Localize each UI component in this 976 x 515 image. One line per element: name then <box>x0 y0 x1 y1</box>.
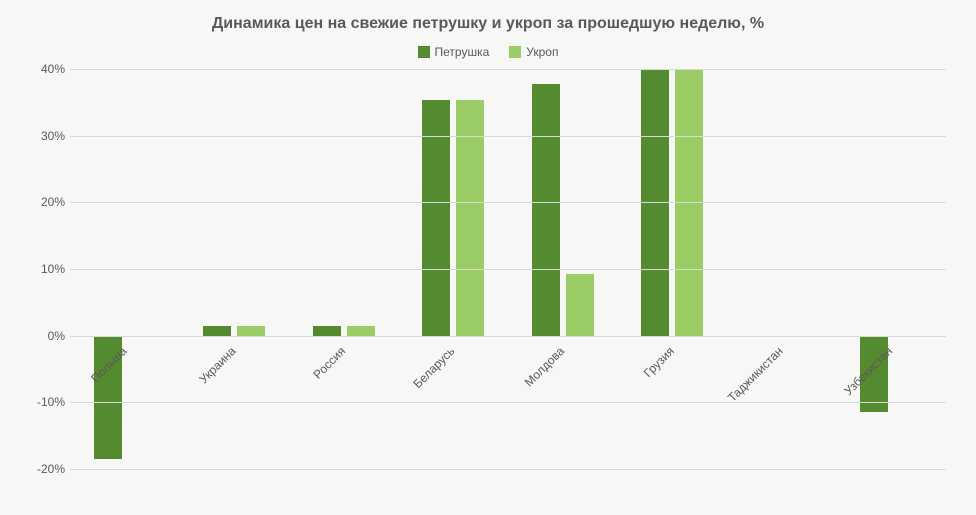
gridline <box>70 136 946 137</box>
chart-title: Динамика цен на свежие петрушку и укроп … <box>20 15 956 33</box>
x-axis-label: Грузия <box>641 344 677 380</box>
gridline <box>70 202 946 203</box>
y-tick-label: -20% <box>20 462 65 476</box>
chart-container: Динамика цен на свежие петрушку и укроп … <box>0 0 976 515</box>
plot-area: -20%-10%0%10%20%30%40% ПольшаУкраинаРосс… <box>70 69 946 469</box>
bar <box>313 326 341 336</box>
bar <box>566 274 594 335</box>
chart-legend: Петрушка Укроп <box>20 45 956 59</box>
bar <box>347 326 375 336</box>
bar <box>203 326 231 336</box>
gridline <box>70 469 946 470</box>
x-axis-label: Украина <box>196 344 238 386</box>
legend-item-1: Укроп <box>509 45 558 59</box>
y-tick-label: 20% <box>20 195 65 209</box>
legend-swatch-1 <box>509 46 521 58</box>
y-tick-label: 40% <box>20 62 65 76</box>
x-axis-label: Беларусь <box>411 344 458 391</box>
y-tick-label: 10% <box>20 262 65 276</box>
legend-item-0: Петрушка <box>418 45 490 59</box>
legend-label-1: Укроп <box>526 45 558 59</box>
x-axis-label: Таджикистан <box>726 344 787 405</box>
x-axis-label: Молдова <box>522 344 567 389</box>
bar <box>532 84 560 336</box>
bar <box>237 326 265 336</box>
y-axis: -20%-10%0%10%20%30%40% <box>20 69 70 469</box>
legend-swatch-0 <box>418 46 430 58</box>
y-tick-label: 0% <box>20 329 65 343</box>
gridline <box>70 402 946 403</box>
gridline <box>70 269 946 270</box>
gridline <box>70 336 946 337</box>
gridline <box>70 69 946 70</box>
y-tick-label: -10% <box>20 395 65 409</box>
x-axis-label: Россия <box>310 344 348 382</box>
y-tick-label: 30% <box>20 129 65 143</box>
legend-label-0: Петрушка <box>435 45 490 59</box>
